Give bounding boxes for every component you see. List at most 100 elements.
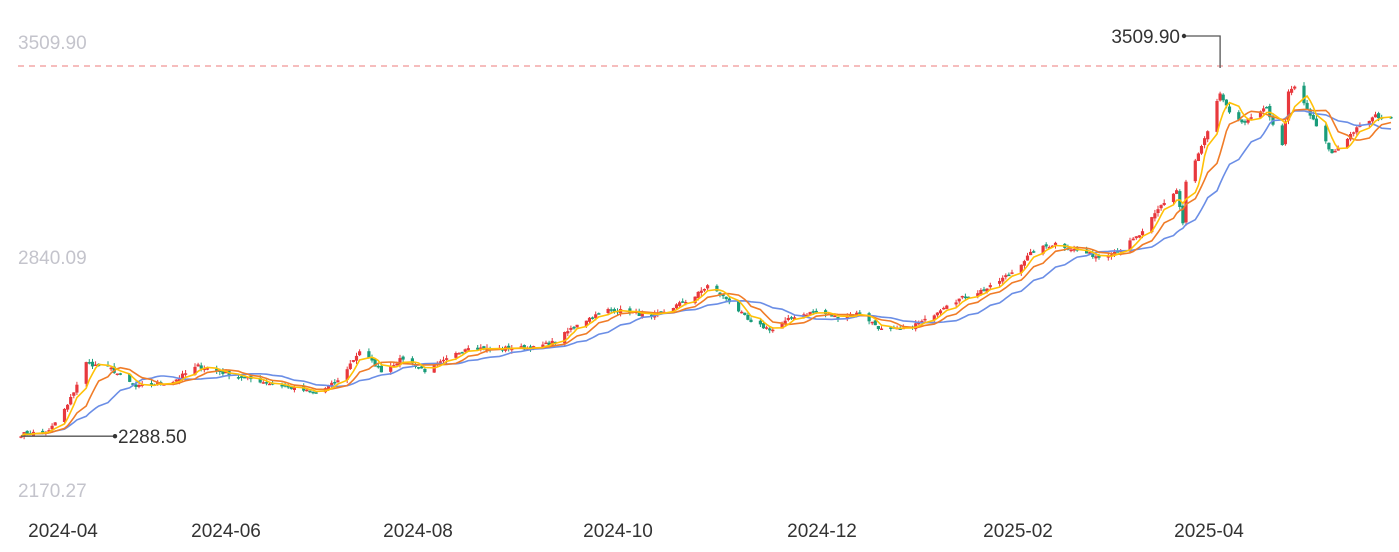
candle — [1330, 149, 1334, 154]
candle-body — [1218, 93, 1222, 101]
candle — [370, 354, 374, 363]
candle — [1355, 125, 1359, 136]
candle-body — [1140, 231, 1145, 236]
candle-body — [1022, 261, 1026, 266]
candle-body — [1088, 252, 1092, 254]
candle — [1243, 119, 1247, 126]
candle-body — [1156, 209, 1160, 213]
candle-body — [945, 305, 949, 309]
candle-body — [379, 365, 383, 373]
candle-body — [330, 382, 334, 387]
candle-body — [19, 436, 23, 438]
candle-body — [373, 359, 377, 367]
candle — [572, 326, 576, 330]
candle-body — [1112, 251, 1117, 255]
candle-body — [90, 361, 95, 367]
high-price-marker: 3509.90 — [1111, 27, 1221, 68]
moving-average-lines — [20, 94, 1392, 437]
candle-body — [261, 382, 265, 384]
candle-body — [438, 361, 442, 363]
candle-body — [156, 382, 160, 385]
candle-body — [811, 311, 815, 313]
ma5-line — [20, 94, 1392, 437]
candle-body — [482, 346, 486, 350]
candle-body — [423, 369, 427, 373]
candle-body — [289, 386, 293, 389]
ma20-line — [20, 109, 1392, 437]
candle — [72, 392, 76, 399]
x-tick-label: 2024-10 — [583, 521, 653, 542]
candle — [1370, 116, 1374, 124]
candle-body — [1137, 235, 1141, 238]
candle-body — [94, 364, 98, 366]
candle-body — [765, 327, 769, 329]
candle — [569, 325, 573, 333]
candle — [1206, 130, 1210, 143]
candle — [476, 345, 480, 350]
candle — [1106, 253, 1110, 261]
y-axis-labels: 3509.90 2840.09 2170.27 — [18, 33, 87, 502]
candle-body — [1314, 118, 1318, 127]
candle-body — [998, 281, 1002, 284]
candle — [333, 379, 337, 386]
candle-body — [1373, 114, 1378, 118]
candle — [1221, 93, 1225, 103]
candle — [137, 382, 141, 389]
x-tick-label: 2024-04 — [28, 521, 98, 542]
candle — [1193, 158, 1197, 183]
candle — [544, 340, 548, 345]
candle-body — [575, 324, 579, 328]
candle-body — [1134, 236, 1138, 239]
candle — [1327, 142, 1331, 152]
candle — [1249, 113, 1253, 121]
candle-body — [1286, 91, 1291, 121]
candle — [1175, 188, 1179, 195]
candle-body — [696, 292, 700, 299]
candle-body — [1352, 132, 1356, 134]
candle-body — [1153, 213, 1157, 219]
candle-body — [1367, 121, 1371, 124]
candle-body — [932, 315, 936, 321]
candle — [945, 304, 949, 310]
candle — [889, 327, 893, 332]
candle-body — [699, 290, 703, 293]
candle-body — [1237, 112, 1241, 120]
candle — [87, 359, 91, 365]
candle — [1290, 85, 1294, 96]
candle — [597, 312, 601, 315]
candle-body — [202, 368, 206, 371]
candle-body — [594, 314, 598, 319]
candle-body — [1305, 102, 1309, 110]
candle-body — [1032, 251, 1036, 253]
candle-body — [966, 296, 971, 299]
candle-body — [1215, 101, 1219, 132]
candle — [1184, 179, 1188, 226]
candle-body — [1258, 111, 1263, 118]
candle — [1156, 205, 1160, 217]
candle-body — [650, 314, 654, 317]
candle-body — [1221, 94, 1225, 101]
candle-body — [544, 342, 548, 345]
low-price-marker: 2288.50 — [21, 427, 187, 448]
candle-body — [1283, 121, 1287, 145]
candle-body — [684, 302, 688, 304]
candle-body — [1044, 244, 1048, 247]
candle-body — [454, 353, 458, 358]
candle — [715, 284, 719, 292]
candle-body — [1355, 127, 1359, 133]
candle — [681, 298, 685, 303]
candle-body — [84, 362, 88, 384]
candle — [457, 352, 461, 355]
candle-body — [889, 327, 893, 329]
candle-body — [507, 345, 511, 350]
candle-body — [370, 357, 374, 361]
candle — [960, 295, 964, 300]
candle — [998, 277, 1002, 287]
candle-body — [115, 373, 119, 375]
candle-body — [1041, 245, 1045, 254]
candle-body — [69, 397, 73, 405]
candle — [261, 380, 265, 384]
candle — [401, 355, 405, 363]
candle — [1352, 131, 1356, 137]
candle-body — [354, 355, 359, 361]
